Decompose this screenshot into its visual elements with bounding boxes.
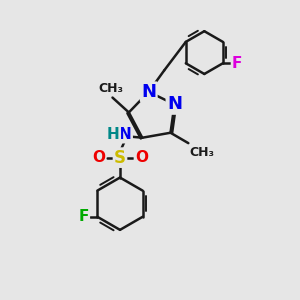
Text: N: N: [167, 95, 182, 113]
Text: CH₃: CH₃: [190, 146, 215, 159]
Text: F: F: [79, 209, 89, 224]
Text: O: O: [92, 150, 105, 165]
Text: N: N: [119, 127, 132, 142]
Text: O: O: [135, 150, 148, 165]
Text: H: H: [107, 127, 120, 142]
Text: CH₃: CH₃: [98, 82, 124, 95]
Text: F: F: [232, 56, 242, 71]
Text: N: N: [141, 83, 156, 101]
Text: S: S: [114, 148, 126, 166]
